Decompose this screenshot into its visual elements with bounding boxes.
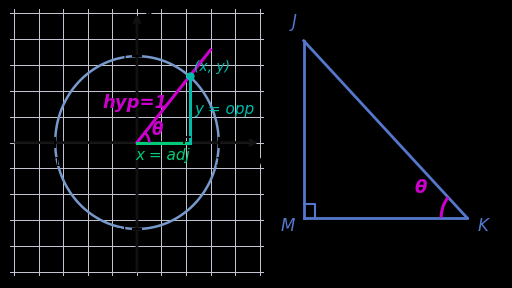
Text: 90°: 90° <box>332 181 359 196</box>
Text: θ: θ <box>414 179 426 198</box>
Text: k: k <box>270 120 281 138</box>
Text: (x, y): (x, y) <box>194 60 229 74</box>
Text: J: J <box>292 13 297 31</box>
Text: y = opp: y = opp <box>195 102 254 117</box>
Text: 1: 1 <box>215 156 223 168</box>
Text: -1: -1 <box>116 222 129 236</box>
Text: M: M <box>280 217 294 235</box>
Text: x = adj: x = adj <box>136 148 190 163</box>
Text: -1: -1 <box>49 156 61 168</box>
Text: hyp=1: hyp=1 <box>102 94 168 112</box>
Text: K: K <box>478 217 488 235</box>
Text: j: j <box>382 242 388 260</box>
Text: x: x <box>254 153 265 168</box>
Text: m: m <box>400 107 417 125</box>
Text: y: y <box>143 5 154 20</box>
Text: θ: θ <box>152 121 163 139</box>
Text: 1: 1 <box>121 50 129 63</box>
